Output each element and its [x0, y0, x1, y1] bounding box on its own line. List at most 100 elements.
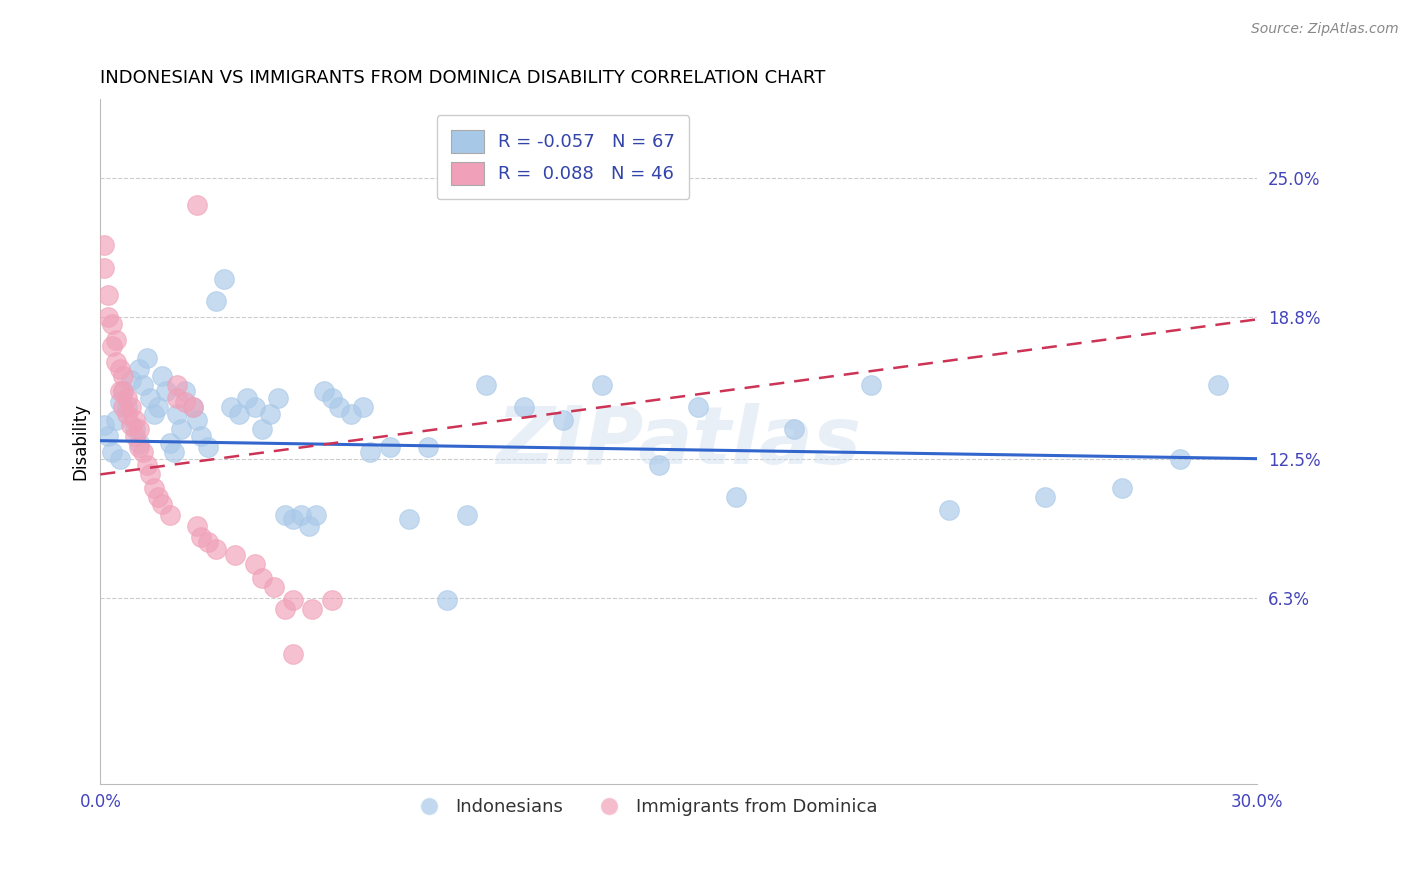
Point: [281, 512, 304, 526]
Point: [101, 445, 124, 459]
Point: [290, 508, 312, 522]
Point: [108, 395, 131, 409]
Point: [252, 571, 274, 585]
Point: [148, 400, 170, 414]
Point: [148, 490, 170, 504]
Point: [321, 593, 343, 607]
Point: [166, 391, 188, 405]
Point: [243, 400, 266, 414]
Point: [124, 429, 146, 443]
Point: [305, 508, 328, 522]
Point: [97, 310, 120, 325]
Point: [93, 238, 115, 252]
Point: [340, 407, 363, 421]
Point: [132, 445, 155, 459]
Point: [205, 541, 228, 556]
Point: [117, 400, 139, 414]
Point: [228, 407, 250, 421]
Point: [1168, 451, 1191, 466]
Point: [150, 497, 173, 511]
Point: [181, 400, 204, 414]
Point: [174, 384, 197, 399]
Point: [112, 384, 135, 399]
Point: [274, 602, 297, 616]
Point: [124, 422, 146, 436]
Point: [104, 355, 127, 369]
Point: [725, 490, 748, 504]
Point: [281, 647, 304, 661]
Point: [166, 407, 188, 421]
Point: [112, 368, 135, 383]
Point: [259, 407, 281, 421]
Point: [686, 400, 709, 414]
Point: [143, 407, 166, 421]
Point: [139, 391, 162, 405]
Point: [117, 391, 139, 405]
Point: [301, 602, 323, 616]
Point: [359, 445, 381, 459]
Point: [166, 377, 188, 392]
Point: [186, 413, 208, 427]
Point: [190, 530, 212, 544]
Point: [186, 198, 208, 212]
Point: [93, 417, 115, 432]
Point: [190, 429, 212, 443]
Point: [328, 400, 350, 414]
Y-axis label: Disability: Disability: [72, 403, 89, 481]
Point: [1033, 490, 1056, 504]
Point: [104, 333, 127, 347]
Point: [159, 436, 181, 450]
Point: [378, 441, 401, 455]
Point: [938, 503, 960, 517]
Point: [101, 339, 124, 353]
Point: [1111, 481, 1133, 495]
Point: [128, 436, 150, 450]
Point: [783, 422, 806, 436]
Point: [150, 368, 173, 383]
Point: [263, 580, 285, 594]
Point: [297, 519, 319, 533]
Point: [174, 395, 197, 409]
Point: [475, 377, 498, 392]
Point: [352, 400, 374, 414]
Point: [321, 391, 343, 405]
Point: [281, 593, 304, 607]
Point: [312, 384, 335, 399]
Point: [591, 377, 613, 392]
Point: [181, 400, 204, 414]
Point: [212, 272, 235, 286]
Point: [120, 400, 142, 414]
Point: [97, 429, 120, 443]
Point: [128, 361, 150, 376]
Point: [112, 400, 135, 414]
Point: [135, 458, 157, 473]
Point: [139, 467, 162, 482]
Point: [1208, 377, 1230, 392]
Point: [162, 445, 184, 459]
Point: [108, 361, 131, 376]
Point: [159, 508, 181, 522]
Legend: Indonesians, Immigrants from Dominica: Indonesians, Immigrants from Dominica: [404, 791, 884, 823]
Text: INDONESIAN VS IMMIGRANTS FROM DOMINICA DISABILITY CORRELATION CHART: INDONESIAN VS IMMIGRANTS FROM DOMINICA D…: [100, 69, 825, 87]
Point: [416, 441, 439, 455]
Point: [128, 441, 150, 455]
Point: [108, 384, 131, 399]
Point: [513, 400, 536, 414]
Point: [398, 512, 420, 526]
Point: [252, 422, 274, 436]
Point: [221, 400, 243, 414]
Point: [120, 417, 142, 432]
Point: [456, 508, 478, 522]
Point: [108, 451, 131, 466]
Point: [197, 534, 219, 549]
Point: [243, 558, 266, 572]
Point: [112, 384, 135, 399]
Point: [274, 508, 297, 522]
Point: [551, 413, 574, 427]
Text: ZIPatlas: ZIPatlas: [496, 403, 860, 481]
Point: [436, 593, 458, 607]
Point: [205, 294, 228, 309]
Point: [224, 548, 246, 562]
Point: [197, 441, 219, 455]
Text: Source: ZipAtlas.com: Source: ZipAtlas.com: [1251, 22, 1399, 37]
